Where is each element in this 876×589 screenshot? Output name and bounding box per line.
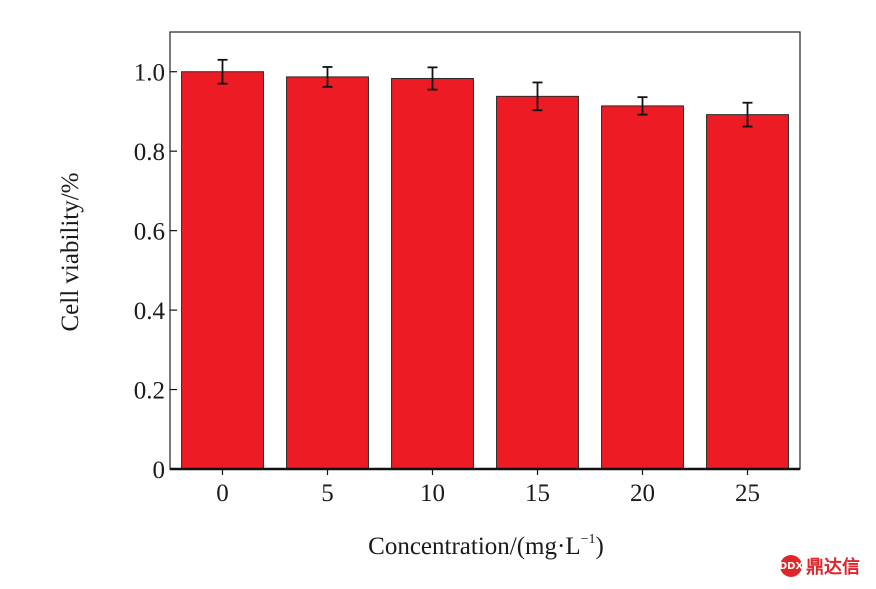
bar-20	[601, 105, 684, 470]
bars-group	[181, 71, 789, 470]
x-tick-label-5: 5	[321, 480, 334, 507]
error-bar-25	[742, 101, 753, 128]
y-tick-label-0.2: 0.2	[134, 378, 165, 405]
bar-0	[181, 71, 264, 470]
error-bar-20	[637, 96, 648, 116]
x-tick-label-0: 0	[216, 480, 229, 507]
error-bar-15	[532, 81, 543, 112]
x-axis: 0 5 10 15 20 25	[216, 469, 760, 507]
y-tick-label-0.6: 0.6	[134, 219, 165, 246]
x-axis-title: Concentration/(mg·L−1)	[368, 532, 604, 560]
logo-text: 鼎达信	[806, 557, 860, 578]
x-tick-label-20: 20	[630, 480, 655, 507]
bar-10	[391, 77, 474, 470]
y-tick-label-0: 0	[153, 457, 166, 484]
error-bars-group	[217, 58, 753, 128]
x-tick-label-15: 15	[525, 480, 550, 507]
error-bar-10	[427, 66, 438, 91]
x-tick-label-10: 10	[420, 480, 445, 507]
logo-mark-icon: DDX	[779, 555, 803, 577]
y-tick-label-1.0: 1.0	[134, 60, 165, 87]
x-tick-label-25: 25	[735, 480, 760, 507]
y-axis: 0 0.2 0.4 0.6 0.8 1.0	[134, 60, 177, 484]
bar-25	[706, 114, 789, 470]
bar-5	[286, 76, 369, 470]
bar-15	[496, 95, 579, 470]
y-tick-label-0.4: 0.4	[134, 298, 166, 325]
error-bar-5	[322, 66, 333, 88]
y-axis-title: Cell viability/%	[57, 172, 84, 331]
error-bar-0	[217, 58, 228, 85]
watermark-logo: DDX 鼎达信	[779, 553, 860, 579]
plot-area	[169, 31, 801, 470]
y-tick-label-0.8: 0.8	[134, 139, 165, 166]
